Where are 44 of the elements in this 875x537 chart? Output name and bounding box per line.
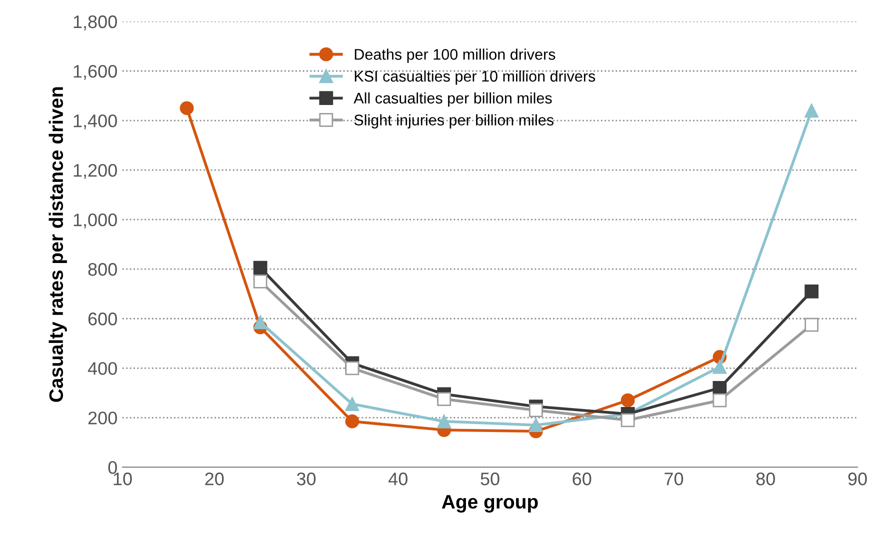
legend-label: KSI casualties per 10 million drivers (354, 70, 596, 85)
x-tick-label: 80 (756, 472, 775, 486)
point (180, 101, 194, 116)
y-tick-label: 1,800 (74, 15, 117, 30)
point (712, 381, 727, 395)
legend-label: Slight injuries per billion miles (354, 114, 554, 128)
x-tick-label: 30 (296, 472, 316, 486)
point (253, 260, 268, 275)
x-tick-label: 40 (388, 472, 408, 486)
point (253, 315, 268, 330)
point (804, 104, 819, 118)
legend-label: All casualties per billion miles (354, 92, 552, 107)
point (620, 393, 635, 408)
y-axis-title: Casualty rates per distance driven (48, 87, 67, 402)
y-tick-label: 1,400 (74, 114, 117, 130)
y-tick-label: 600 (88, 312, 117, 326)
x-axis-title: Age group (442, 495, 538, 513)
point (345, 414, 360, 428)
y-tick-label: 1,600 (74, 64, 117, 80)
x-tick-label: 20 (205, 472, 224, 486)
point (804, 284, 819, 298)
point (804, 318, 819, 332)
x-tick-label: 90 (848, 472, 867, 486)
x-tick-label: 50 (480, 472, 500, 486)
y-tick-label: 400 (88, 362, 117, 375)
point (345, 361, 360, 376)
y-tick-label: 200 (88, 412, 117, 424)
x-tick-label: 10 (114, 472, 132, 486)
legend-label: Deaths per 100 million drivers (354, 48, 556, 63)
x-tick-label: 60 (572, 472, 592, 486)
point (345, 397, 360, 411)
point (528, 418, 543, 432)
point (253, 274, 268, 288)
point (437, 392, 452, 406)
y-tick-label: 800 (88, 263, 117, 276)
point (712, 393, 727, 408)
x-tick-label: 70 (664, 472, 684, 486)
point (712, 360, 727, 374)
y-tick-label: 1,200 (74, 164, 117, 179)
point (437, 414, 452, 428)
y-tick-label: 0 (108, 461, 117, 474)
point (620, 413, 635, 428)
y-tick-label: 1,000 (74, 214, 117, 228)
point (528, 403, 543, 418)
